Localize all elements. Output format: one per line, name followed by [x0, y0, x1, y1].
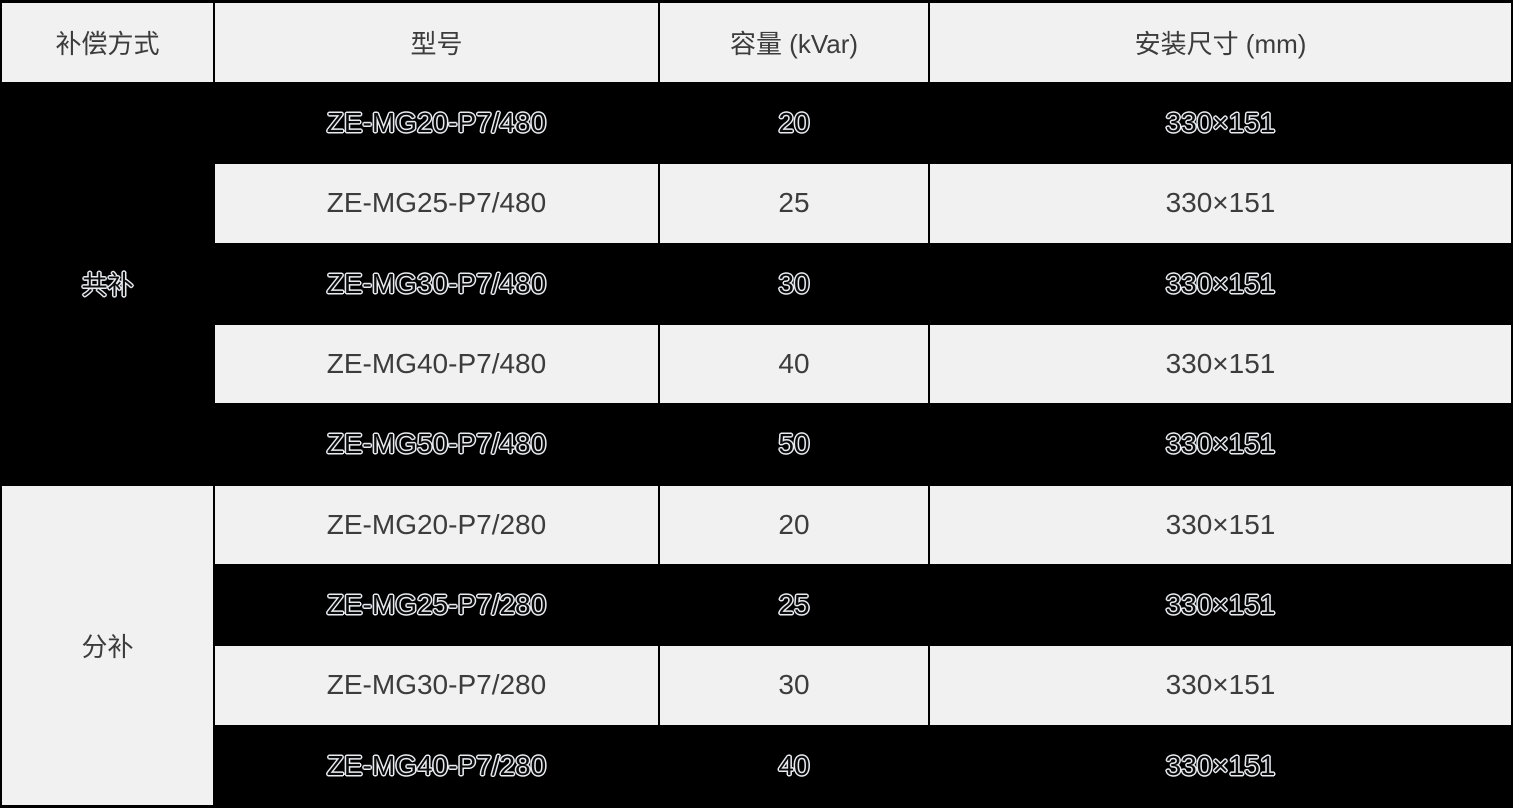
header-capacity: 容量 (kVar)	[660, 3, 928, 82]
capacity-cell: 30	[660, 646, 928, 725]
capacity-cell: 25	[660, 566, 928, 645]
size-cell: 330×151	[930, 566, 1511, 645]
model-cell: ZE-MG30-P7/480	[215, 244, 658, 323]
model-cell: ZE-MG40-P7/280	[215, 726, 658, 805]
size-cell: 330×151	[930, 164, 1511, 243]
size-cell: 330×151	[930, 726, 1511, 805]
capacity-cell: 20	[660, 485, 928, 564]
model-cell: ZE-MG25-P7/480	[215, 164, 658, 243]
size-cell: 330×151	[930, 646, 1511, 725]
capacity-cell: 40	[660, 325, 928, 404]
model-cell: ZE-MG20-P7/280	[215, 485, 658, 564]
model-cell: ZE-MG50-P7/480	[215, 405, 658, 484]
model-cell: ZE-MG20-P7/480	[215, 84, 658, 163]
header-model: 型号	[215, 3, 658, 82]
size-cell: 330×151	[930, 244, 1511, 323]
size-cell: 330×151	[930, 84, 1511, 163]
model-cell: ZE-MG25-P7/280	[215, 566, 658, 645]
header-dimensions: 安装尺寸 (mm)	[930, 3, 1511, 82]
capacity-cell: 20	[660, 84, 928, 163]
size-cell: 330×151	[930, 405, 1511, 484]
group-cell-common-compensation: 共补	[2, 84, 213, 484]
model-cell: ZE-MG30-P7/280	[215, 646, 658, 725]
header-compensation-method: 补偿方式	[2, 3, 213, 82]
model-cell: ZE-MG40-P7/480	[215, 325, 658, 404]
capacity-cell: 40	[660, 726, 928, 805]
capacity-cell: 30	[660, 244, 928, 323]
size-cell: 330×151	[930, 325, 1511, 404]
capacity-cell: 25	[660, 164, 928, 243]
capacity-cell: 50	[660, 405, 928, 484]
group-cell-split-compensation: 分补	[2, 485, 213, 805]
size-cell: 330×151	[930, 485, 1511, 564]
